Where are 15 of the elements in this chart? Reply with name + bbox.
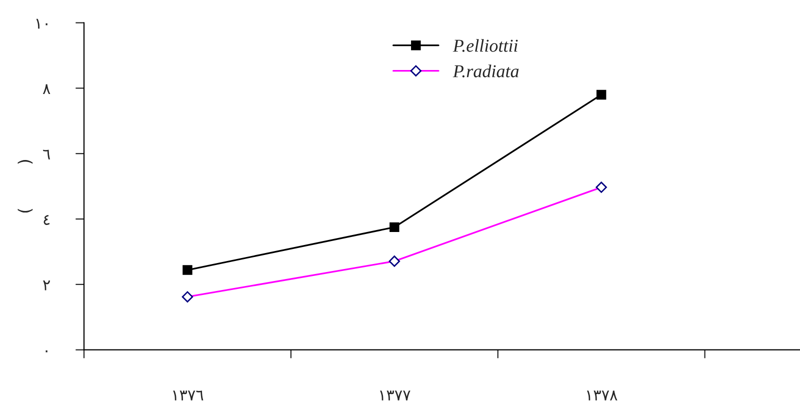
y-tick-label: ٠	[46, 350, 48, 352]
point	[596, 90, 606, 100]
x-tick-label: ١٣٧٦	[173, 390, 204, 400]
y-tick-label: ١٠	[36, 18, 48, 29]
y-tick-label: ٤	[44, 215, 50, 225]
y-tick-label: ٢	[43, 280, 50, 290]
y-tick-label: ٦	[43, 150, 50, 160]
x-tick-label: ١٣٧٨	[587, 390, 618, 400]
legend-label: P.radiata	[452, 64, 519, 78]
x-tick-label: ١٣٧٧	[380, 390, 410, 400]
y-tick-label: ٨	[42, 84, 50, 94]
y-axis-title: ( )	[18, 160, 33, 213]
legend-label: P.elliottii	[452, 39, 518, 52]
point	[390, 222, 400, 232]
point	[182, 265, 192, 275]
